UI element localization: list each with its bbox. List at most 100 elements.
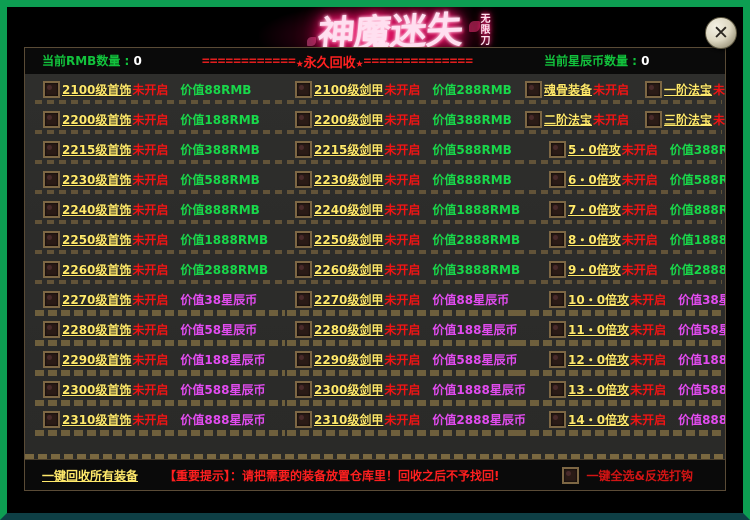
item-checkbox[interactable] [295,260,312,278]
item-row[interactable]: 10・0倍攻未开启价值38星辰币 [517,284,725,314]
item-checkbox[interactable] [295,110,312,128]
item-checkbox[interactable] [43,350,60,368]
item-state: 未开启 [630,382,667,397]
item-checkbox[interactable] [43,410,60,428]
item-checkbox[interactable] [43,140,60,158]
item-row[interactable]: 6・0倍攻未开启价值588RMB [517,164,725,194]
item-checkbox[interactable] [43,110,60,128]
select-all-toggle[interactable]: 一键全选&反选打钩 [561,466,693,484]
item-row[interactable]: 2270级首饰 未开启 价值38星辰币 [35,284,285,314]
recycle-all-button[interactable]: 一键回收所有装备 [42,468,139,483]
item-row[interactable]: 2310级剑甲 未开启 价值2888星辰币 [287,404,526,434]
item-checkbox[interactable] [43,320,60,338]
row-separator [517,430,722,436]
item-row[interactable]: 魂骨装备未开启一阶法宝未开启 [517,74,725,104]
item-checkbox[interactable] [549,380,566,398]
item-label: 2100级首饰 [62,82,132,97]
row-separator [517,400,722,406]
item-row[interactable]: 2200级剑甲 未开启 价值388RMB [287,104,517,134]
item-checkbox[interactable] [549,350,566,368]
item-checkbox[interactable] [295,380,312,398]
item-checkbox[interactable] [549,140,566,158]
item-row[interactable]: 2310级首饰 未开启 价值888星辰币 [35,404,285,434]
item-checkbox[interactable] [549,290,566,308]
item-checkbox[interactable] [43,290,60,308]
item-row[interactable]: 2200级首饰 未开启 价值188RMB [35,104,285,134]
item-checkbox[interactable] [549,410,566,428]
item-row[interactable]: 2260级剑甲 未开启 价值3888RMB [287,254,520,284]
item-row[interactable]: 9・0倍攻未开启价值2888RMB [517,254,725,284]
item-checkbox[interactable] [43,200,60,218]
item-row[interactable]: 2300级首饰 未开启 价值588星辰币 [35,374,285,404]
item-row[interactable]: 2250级首饰 未开启 价值1888RMB [35,224,285,254]
item-row[interactable]: 14・0倍攻未开启价值888星辰币 [517,404,725,434]
item-checkbox[interactable] [295,140,312,158]
item-checkbox[interactable] [43,80,60,98]
item-checkbox[interactable] [549,200,566,218]
item-checkbox[interactable] [43,380,60,398]
item-checkbox[interactable] [295,350,312,368]
item-row[interactable]: 2100级首饰 未开启 价值88RMB [35,74,285,104]
item-state: 未开启 [384,172,421,187]
item-price: 价值588星辰币 [678,382,725,397]
item-checkbox[interactable] [295,170,312,188]
item-row[interactable]: 2280级剑甲 未开启 价值188星辰币 [287,314,517,344]
row-separator [287,340,517,346]
item-checkbox[interactable] [43,260,60,278]
item-row[interactable]: 2230级首饰 未开启 价值588RMB [35,164,285,194]
item-checkbox[interactable] [43,230,60,248]
item-grid: 2100级首饰 未开启 价值88RMB 2200级首饰 未开启 价值188RMB 2215级… [25,74,725,464]
item-checkbox[interactable] [549,230,566,248]
close-icon[interactable]: ✕ [705,17,737,49]
select-all-checkbox[interactable] [561,466,579,484]
item-row[interactable]: 2300级剑甲 未开启 价值1888星辰币 [287,374,526,404]
item-row[interactable]: 11・0倍攻未开启价值58星辰币 [517,314,725,344]
footer-separator [25,454,725,460]
item-checkbox[interactable] [549,320,566,338]
item-row[interactable]: 2240级剑甲 未开启 价值1888RMB [287,194,520,224]
item-row[interactable]: 2250级剑甲 未开启 价值2888RMB [287,224,520,254]
row-separator [35,220,285,224]
item-checkbox[interactable] [295,410,312,428]
item-state: 未开启 [713,112,726,127]
item-row[interactable]: 2240级首饰 未开启 价值888RMB [35,194,285,224]
item-checkbox[interactable] [295,290,312,308]
item-row[interactable]: 5・0倍攻未开启价值388RMB [517,134,725,164]
item-checkbox[interactable] [645,80,663,98]
item-checkbox[interactable] [549,170,566,188]
item-row[interactable]: 2260级首饰 未开启 价值2888RMB [35,254,285,284]
item-checkbox[interactable] [295,200,312,218]
item-label: 二阶法宝 [544,112,593,127]
item-row[interactable]: 2215级首饰 未开启 价值388RMB [35,134,285,164]
item-label: 2300级首饰 [62,382,132,397]
item-checkbox[interactable] [645,110,663,128]
item-row[interactable]: 12・0倍攻未开启价值188星辰币 [517,344,725,374]
row-separator [287,430,517,436]
row-separator [287,250,517,254]
item-row[interactable]: 2230级剑甲 未开启 价值888RMB [287,164,517,194]
item-price: 价值588星辰币 [180,382,266,397]
item-checkbox[interactable] [43,170,60,188]
item-row[interactable]: 8・0倍攻未开启价值1888RMB [517,224,725,254]
item-checkbox[interactable] [295,80,312,98]
item-checkbox[interactable] [295,320,312,338]
item-price: 价值388RMB [669,142,725,157]
item-row[interactable]: 2290级剑甲 未开启 价值588星辰币 [287,344,517,374]
item-row[interactable]: 7・0倍攻未开启价值888RMB [517,194,725,224]
column-special: 魂骨装备未开启一阶法宝未开启二阶法宝未开启三阶法宝未开启5・0倍攻未开启价值38… [517,74,725,464]
item-checkbox[interactable] [549,260,566,278]
item-row[interactable]: 二阶法宝未开启三阶法宝未开启 [517,104,725,134]
item-row[interactable]: 2270级剑甲 未开启 价值88星辰币 [287,284,517,314]
row-separator [517,280,722,284]
item-row[interactable]: 2290级首饰 未开启 价值188星辰币 [35,344,285,374]
item-row[interactable]: 2215级剑甲 未开启 价值588RMB [287,134,517,164]
item-checkbox[interactable] [525,110,542,128]
item-checkbox[interactable] [525,80,542,98]
item-row[interactable]: 13・0倍攻未开启价值588星辰币 [517,374,725,404]
item-price: 价值888RMB [432,172,512,187]
item-label: 2290级剑甲 [314,352,384,367]
item-row[interactable]: 2280级首饰 未开启 价值58星辰币 [35,314,285,344]
item-row[interactable]: 2100级剑甲 未开启 价值288RMB [287,74,517,104]
item-label: 2215级剑甲 [314,142,384,157]
item-checkbox[interactable] [295,230,312,248]
